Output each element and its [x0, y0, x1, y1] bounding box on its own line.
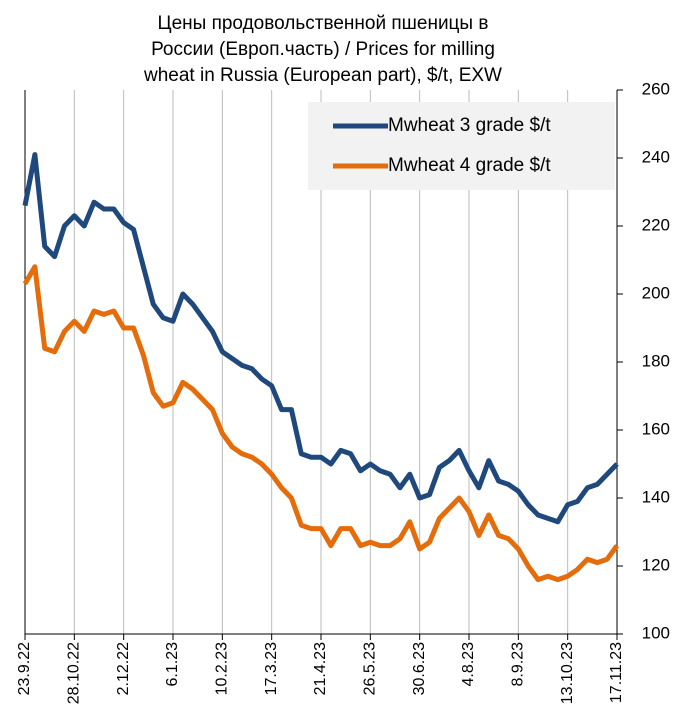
y-tick-label: 100 [642, 623, 670, 642]
chart-title: Цены продовольственной пшеницы в [158, 13, 489, 34]
y-tick-label: 120 [642, 555, 670, 574]
series-line [22, 264, 620, 583]
legend-label: Mwheat 3 grade $/t [388, 115, 551, 136]
x-tick-label: 23.9.22 [16, 642, 33, 695]
x-tick-label: 4.8.23 [460, 642, 477, 687]
x-tick-label: 21.4.23 [312, 642, 329, 695]
x-tick-label: 30.6.23 [411, 642, 428, 695]
x-tick-label: 17.3.23 [263, 642, 280, 695]
x-tick-label: 10.2.23 [214, 642, 231, 695]
legend-box [308, 102, 615, 190]
x-tick-label: 28.10.22 [66, 642, 83, 704]
y-tick-label: 220 [642, 215, 670, 234]
y-tick-label: 140 [642, 487, 670, 506]
chart-title: wheat in Russia (European part), $/t, EX… [143, 65, 502, 86]
series-line [22, 152, 619, 525]
x-tick-label: 17.11.23 [608, 642, 625, 703]
y-tick-label: 160 [642, 419, 670, 438]
y-tick-label: 240 [642, 147, 670, 166]
y-tick-label: 180 [642, 351, 670, 370]
chart-title: России (Европ.часть) / Prices for millin… [151, 39, 495, 60]
legend-label: Mwheat 4 grade $/t [388, 155, 551, 176]
x-tick-label: 8.9.23 [510, 642, 527, 687]
x-tick-label: 26.5.23 [362, 642, 379, 695]
y-tick-label: 260 [642, 79, 670, 98]
x-tick-label: 6.1.23 [164, 642, 181, 687]
x-tick-label: 13.10.23 [559, 642, 576, 704]
y-tick-label: 200 [642, 283, 670, 302]
x-tick-label: 2.12.22 [115, 642, 132, 695]
